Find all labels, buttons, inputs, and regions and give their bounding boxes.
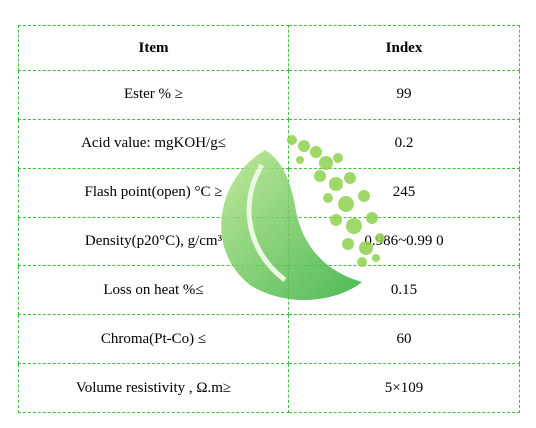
- item-cell: Flash point(open) °C ≥: [18, 167, 289, 218]
- header-row: Item Index: [18, 25, 520, 71]
- table-row: Acid value: mgKOH/g≤ 0.2: [18, 118, 520, 169]
- item-cell: Ester % ≥: [18, 70, 289, 120]
- item-cell: Chroma(Pt-Co) ≤: [18, 314, 289, 365]
- item-cell: Loss on heat %≤: [18, 265, 289, 316]
- header-cell: Index: [288, 25, 520, 71]
- index-cell: 60: [288, 314, 520, 365]
- item-cell: Density(p20°C), g/cm³: [18, 216, 289, 267]
- index-cell: 0.986~0.99 0: [288, 216, 520, 267]
- table-row: Ester % ≥99: [18, 70, 520, 120]
- index-cell: 245: [288, 167, 520, 218]
- item-cell: Volume resistivity , Ω.m≥: [18, 363, 289, 413]
- index-cell: 99: [288, 70, 520, 120]
- index-cell: 5×109: [288, 363, 520, 413]
- table-row: Chroma(Pt-Co) ≤60: [18, 314, 520, 365]
- table-row: Flash point(open) °C ≥245: [18, 167, 520, 218]
- table-row: Density(p20°C), g/cm³ 0.986~0.99 0: [18, 216, 520, 267]
- index-cell: 0.2: [288, 118, 520, 169]
- item-cell: Acid value: mgKOH/g≤: [18, 118, 289, 169]
- header-cell: Item: [18, 25, 289, 71]
- index-cell: 0.15: [288, 265, 520, 316]
- spec-table: Item Index Ester % ≥99 Acid value: mgKOH/…: [18, 25, 520, 413]
- table-row: Volume resistivity , Ω.m≥ 5×109: [18, 363, 520, 413]
- table-row: Loss on heat %≤ 0.15: [18, 265, 520, 316]
